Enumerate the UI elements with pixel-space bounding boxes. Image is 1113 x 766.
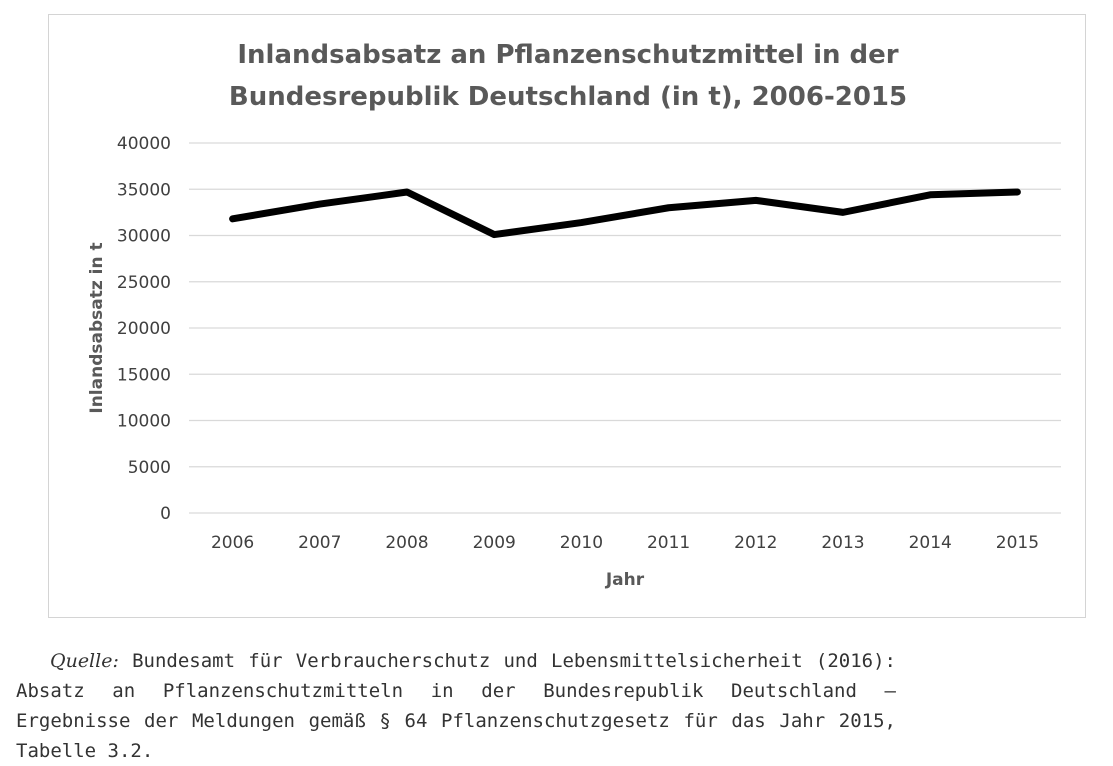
x-tick-label: 2014 xyxy=(909,533,952,553)
data-point xyxy=(319,203,321,205)
source-text: Bundesamt für Verbraucherschutz und Lebe… xyxy=(16,650,896,762)
x-axis-ticks: 2006 2007 2008 2009 2010 2011 2012 2013 2014 2015 xyxy=(211,533,1039,553)
line-chart: Inlandsabsatz an Pflanzenschutzmittel in… xyxy=(87,40,1061,590)
x-tick-label: 2009 xyxy=(473,533,516,553)
x-tick-label: 2007 xyxy=(298,533,341,553)
series xyxy=(229,188,1021,239)
y-tick-label: 40000 xyxy=(117,134,171,154)
chart-title-line: Inlandsabsatz an Pflanzenschutzmittel in… xyxy=(237,40,898,70)
y-tick-label: 25000 xyxy=(117,273,171,293)
y-tick-label: 0 xyxy=(160,504,171,524)
gridlines xyxy=(189,142,1061,514)
data-point xyxy=(1016,191,1018,193)
x-tick-label: 2015 xyxy=(996,533,1039,553)
data-point xyxy=(668,207,670,209)
data-point xyxy=(929,194,931,196)
x-tick-label: 2011 xyxy=(647,533,690,553)
x-tick-label: 2008 xyxy=(385,533,428,553)
x-tick-label: 2012 xyxy=(734,533,777,553)
chart-title-line: Bundesrepublik Deutschland (in t), 2006-… xyxy=(229,82,907,112)
y-tick-label: 5000 xyxy=(128,458,171,478)
x-tick-label: 2006 xyxy=(211,533,254,553)
y-axis-title: Inlandsabsatz in t xyxy=(87,242,107,413)
chart-frame: Inlandsabsatz an Pflanzenschutzmittel in… xyxy=(48,14,1086,618)
y-tick-label: 15000 xyxy=(117,365,171,385)
series-line xyxy=(229,188,1021,239)
y-tick-label: 30000 xyxy=(117,227,171,247)
data-point xyxy=(232,218,234,220)
x-axis-title: Jahr xyxy=(605,570,645,590)
data-point xyxy=(493,234,495,236)
y-tick-label: 20000 xyxy=(117,319,171,339)
x-tick-label: 2013 xyxy=(821,533,864,553)
y-tick-label: 10000 xyxy=(117,412,171,432)
y-tick-label: 35000 xyxy=(117,180,171,200)
data-point xyxy=(842,211,844,213)
data-point xyxy=(755,199,757,201)
y-axis-ticks: 0 5000 10000 15000 20000 25000 30000 35000 40000 xyxy=(117,134,171,524)
data-point xyxy=(580,222,582,224)
x-tick-label: 2010 xyxy=(560,533,603,553)
data-point xyxy=(406,191,408,193)
source-label: Quelle: xyxy=(50,650,119,672)
source-note: Quelle: Bundesamt für Verbraucherschutz … xyxy=(16,646,896,766)
chart-title: Inlandsabsatz an Pflanzenschutzmittel in… xyxy=(229,40,907,112)
